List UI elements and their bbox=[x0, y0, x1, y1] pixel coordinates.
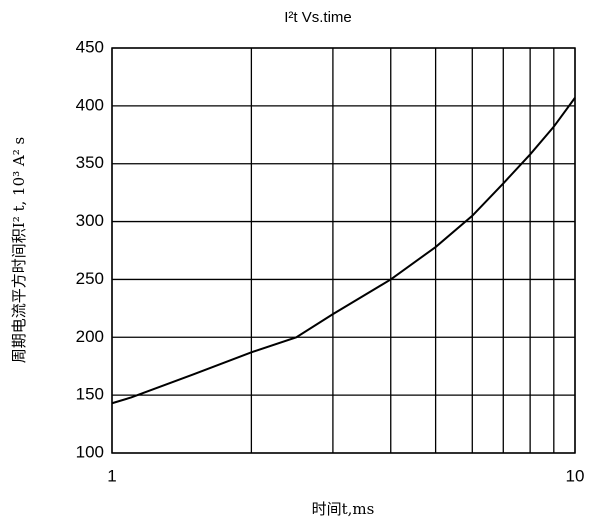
x-tick-label: 1 bbox=[107, 466, 116, 485]
y-tick-label: 150 bbox=[76, 385, 104, 404]
y-tick-label: 250 bbox=[76, 269, 104, 288]
y-tick-label: 400 bbox=[76, 95, 104, 114]
y-tick-label: 100 bbox=[76, 442, 104, 461]
line-series bbox=[111, 97, 576, 405]
y-tick-label: 200 bbox=[76, 327, 104, 346]
plot-frame bbox=[111, 47, 576, 454]
x-axis-label: 时间t,ms bbox=[312, 500, 375, 518]
chart-title: I²t Vs.time bbox=[284, 9, 352, 26]
x-tick-label: 10 bbox=[566, 466, 585, 485]
y-tick-label: 450 bbox=[76, 37, 104, 56]
y-tick-label: 350 bbox=[76, 153, 104, 172]
y-tick-label: 300 bbox=[76, 211, 104, 230]
y-axis-label: 周期电流平方时间积I² t, 10³ A² s bbox=[10, 137, 28, 363]
